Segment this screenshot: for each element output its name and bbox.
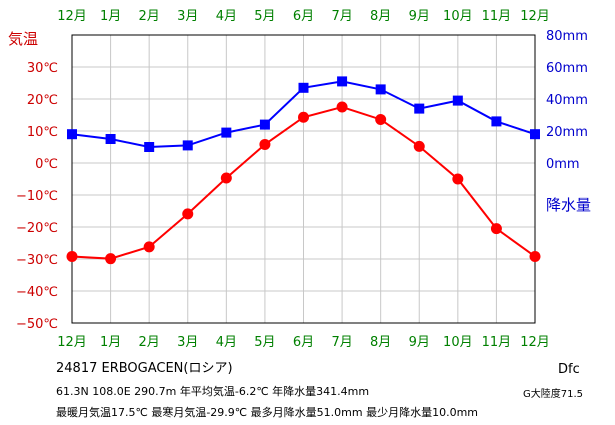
temperature-point [220, 172, 232, 184]
month-label-bottom: 7月 [331, 335, 352, 350]
temperature-tick: −40℃ [16, 285, 58, 300]
precipitation-point [182, 140, 193, 151]
precipitation-point [221, 127, 232, 138]
precipitation-tick: 0mm [546, 157, 580, 172]
month-label-bottom: 12月 [57, 335, 87, 350]
month-label-top: 6月 [293, 9, 314, 24]
month-label-top: 3月 [177, 9, 198, 24]
month-label-bottom: 10月 [443, 335, 473, 350]
temperature-tick: −20℃ [16, 221, 58, 236]
temperature-tick: 10℃ [27, 125, 58, 140]
precipitation-point [298, 82, 309, 93]
temperature-point [336, 101, 348, 113]
month-label-bottom: 11月 [482, 335, 512, 350]
station-extremes: 最暖月気温17.5℃ 最寒月気温-29.9℃ 最多月降水量51.0mm 最少月降… [56, 406, 478, 419]
month-label-top: 7月 [331, 9, 352, 24]
temperature-tick: 0℃ [35, 157, 58, 172]
month-label-top: 5月 [254, 9, 275, 24]
top-month-labels: 12月 1月 2月 3月 4月 5月 6月 7月 8月 9月 10月 11月 12月 [57, 9, 550, 24]
precipitation-tick: 40mm [546, 93, 588, 108]
temperature-point [413, 140, 425, 152]
month-label-bottom: 9月 [409, 335, 430, 350]
month-label-top: 4月 [216, 9, 237, 24]
precipitation-point [375, 84, 386, 95]
month-label-bottom: 12月 [520, 335, 550, 350]
precipitation-point [491, 116, 502, 127]
station-summary: 61.3N 108.0E 290.7m 年平均気温-6.2℃ 年降水量341.4… [56, 385, 370, 398]
month-label-bottom: 5月 [254, 335, 275, 350]
month-label-top: 10月 [443, 9, 473, 24]
temperature-tick: −50℃ [16, 317, 58, 332]
precipitation-axis-label: 降水量 [546, 196, 591, 214]
precipitation-point [259, 119, 270, 130]
month-label-top: 9月 [409, 9, 430, 24]
month-label-bottom: 2月 [139, 335, 160, 350]
temperature-point [182, 208, 194, 220]
precipitation-point [337, 76, 348, 87]
temperature-point [66, 250, 78, 262]
precipitation-tick: 20mm [546, 125, 588, 140]
temperature-point [490, 223, 502, 235]
bottom-month-labels: 12月 1月 2月 3月 4月 5月 6月 7月 8月 9月 10月 11月 12月 [57, 335, 550, 350]
temperature-axis-label: 気温 [8, 30, 38, 48]
month-label-bottom: 6月 [293, 335, 314, 350]
precipitation-point [67, 129, 77, 140]
month-label-top: 12月 [57, 9, 87, 24]
climate-class: Dfc [558, 362, 580, 377]
data-series [66, 76, 541, 265]
station-title: 24817 ERBOGACEN(ロシア) [56, 361, 233, 376]
grid-lines [72, 35, 535, 323]
month-label-top: 12月 [520, 9, 550, 24]
month-label-bottom: 4月 [216, 335, 237, 350]
plot-frame [71, 34, 536, 324]
temperature-point [452, 173, 464, 185]
precipitation-point [144, 142, 155, 152]
month-label-top: 1月 [100, 9, 121, 24]
precipitation-tick: 60mm [546, 61, 588, 76]
temperature-point [105, 253, 117, 265]
temperature-point [259, 138, 271, 150]
month-label-top: 11月 [482, 9, 512, 24]
month-label-bottom: 3月 [177, 335, 198, 350]
temperature-tick: 30℃ [27, 61, 58, 76]
temperature-point [529, 250, 541, 262]
precipitation-tick-labels: 80mm 60mm 40mm 20mm 0mm [546, 29, 588, 172]
month-label-top: 2月 [139, 9, 160, 24]
month-label-bottom: 1月 [100, 335, 121, 350]
temperature-point [143, 241, 155, 253]
precipitation-point [105, 134, 116, 144]
month-label-top: 8月 [370, 9, 391, 24]
temperature-point [375, 113, 387, 125]
precipitation-tick: 80mm [546, 29, 588, 44]
temperature-point [298, 111, 309, 123]
continentality-index: G大陸度71.5 [523, 389, 584, 400]
temperature-tick: −30℃ [16, 253, 58, 268]
temperature-tick: 20℃ [27, 93, 58, 108]
precipitation-point [452, 95, 463, 106]
precipitation-point [530, 129, 540, 140]
precipitation-point [414, 103, 425, 114]
temperature-tick-labels: 30℃ 20℃ 10℃ 0℃ −10℃ −20℃ −30℃ −40℃ −50℃ [16, 61, 58, 332]
temperature-tick: −10℃ [16, 189, 58, 204]
month-label-bottom: 8月 [370, 335, 391, 350]
